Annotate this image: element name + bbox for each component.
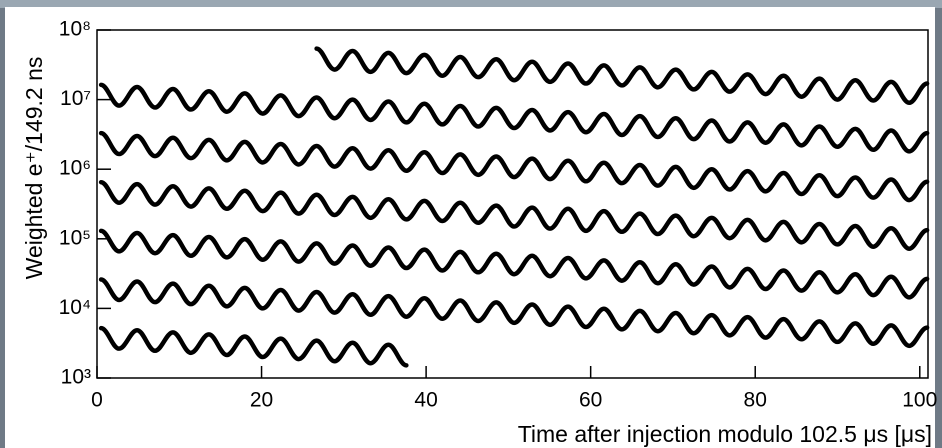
- y-tick-label: 10³: [61, 366, 91, 389]
- data-line: [98, 130, 930, 203]
- data-line: [314, 46, 930, 106]
- slide-background: [5, 7, 935, 448]
- x-tick-label: 100: [902, 389, 937, 412]
- data-line: [98, 277, 930, 349]
- data-line: [98, 228, 930, 300]
- y-axis-title: Weighted e⁺/149.2 ns: [21, 57, 47, 280]
- y-tick-label: 10⁷: [60, 87, 91, 110]
- x-tick-label: 60: [579, 389, 602, 412]
- y-tick-label: 10⁸: [59, 18, 91, 41]
- x-tick-label: 20: [250, 389, 273, 412]
- x-tick-label: 40: [414, 389, 437, 412]
- x-tick-label: 80: [744, 389, 767, 412]
- plot-frame: [96, 29, 929, 379]
- data-line: [98, 82, 930, 154]
- x-axis-title: Time after injection modulo 102.5 μs [μs…: [518, 421, 932, 447]
- data-line: [98, 179, 930, 251]
- y-tick-label: 10⁴: [59, 296, 91, 319]
- data-line: [98, 325, 409, 368]
- y-tick-label: 10⁶: [59, 157, 91, 180]
- y-tick-label: 10⁵: [59, 226, 91, 249]
- x-tick-label: 0: [91, 389, 103, 412]
- photo-strip: [0, 0, 942, 8]
